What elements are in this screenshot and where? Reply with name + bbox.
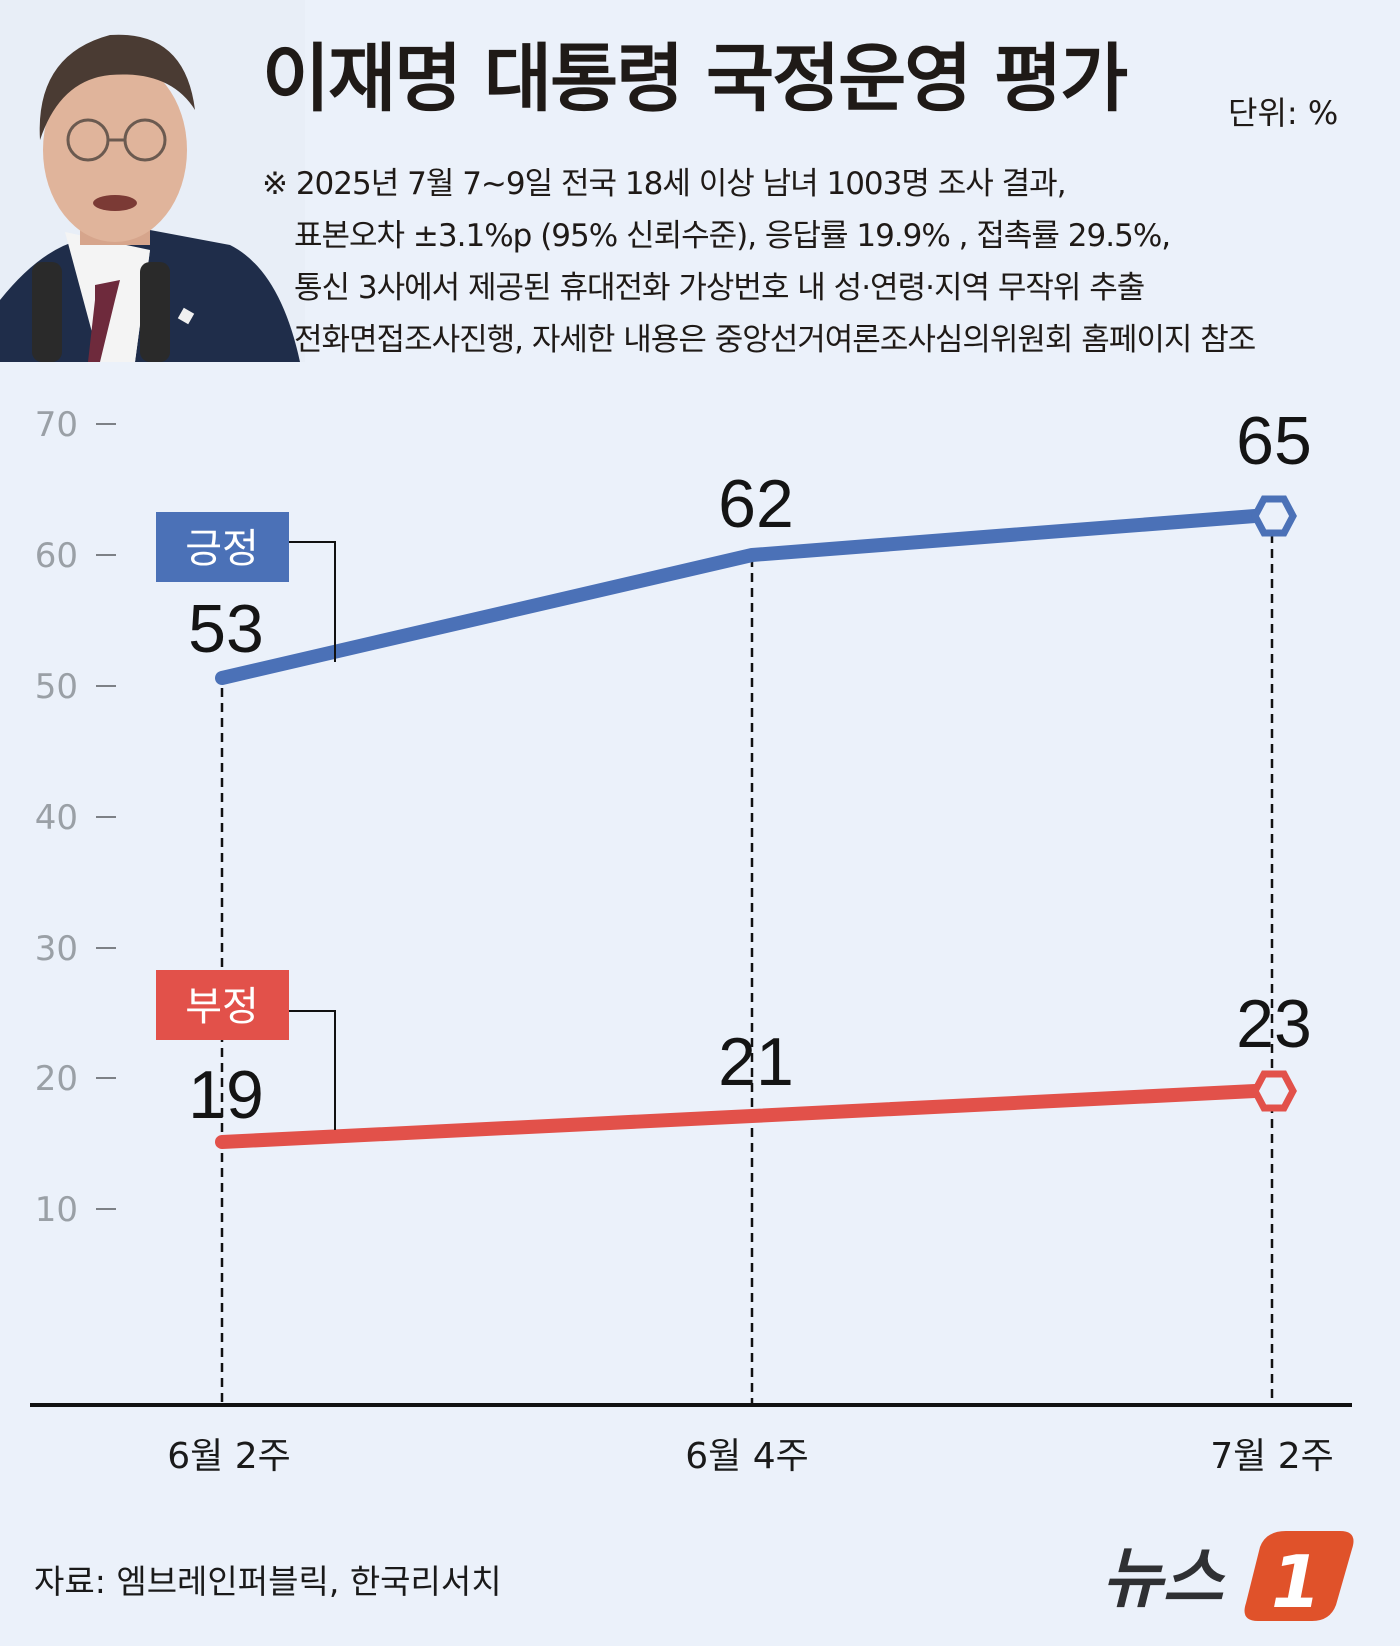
- positive-series-line: [215, 509, 1262, 685]
- x-tick-label: 6월 2주: [167, 1436, 291, 1477]
- logo-badge-icon: [1244, 1531, 1354, 1621]
- data-label-positive: 65: [1236, 403, 1312, 479]
- survey-note-line: 표본오차 ±3.1%p (95% 신뢰수준), 응답률 19.9% , 접촉률 …: [294, 218, 1171, 254]
- legend-negative-label: 부정: [185, 984, 259, 1030]
- survey-note-line: ※ 2025년 7월 7~9일 전국 18세 이상 남녀 1003명 조사 결과…: [262, 166, 1067, 202]
- data-label-negative: 23: [1236, 986, 1312, 1062]
- data-label-positive: 53: [188, 591, 264, 667]
- logo-mark: 1: [1271, 1540, 1321, 1624]
- data-label-positive: 62: [718, 466, 794, 542]
- data-label-negative: 21: [718, 1024, 794, 1100]
- unit-label: 단위: %: [1228, 94, 1339, 132]
- x-guides: [220, 534, 1274, 1405]
- survey-note-line: 전화면접조사진행, 자세한 내용은 중앙선거여론조사심의위원회 홈페이지 참조: [294, 322, 1256, 358]
- x-tick-label: 7월 2주: [1210, 1436, 1334, 1477]
- legend-positive: 긍정: [156, 512, 336, 662]
- president-photo: [0, 0, 305, 362]
- y-tick-label: 40: [35, 798, 78, 838]
- y-axis: 70 60 50 40 30 20 10: [35, 405, 116, 1230]
- survey-notes: ※ 2025년 7월 7~9일 전국 18세 이상 남녀 1003명 조사 결과…: [262, 158, 1382, 366]
- data-label-negative: 19: [188, 1057, 264, 1133]
- y-tick-label: 10: [35, 1190, 78, 1230]
- news1-logo: 뉴스 1: [1100, 1525, 1360, 1625]
- negative-endpoint-marker: [1251, 1070, 1297, 1112]
- y-tick-label: 20: [35, 1059, 78, 1099]
- y-tick-label: 70: [35, 405, 78, 445]
- chart-title: 이재명 대통령 국정운영 평가: [262, 36, 1128, 122]
- negative-series-line: [215, 1084, 1262, 1149]
- legend-negative: 부정: [156, 970, 336, 1130]
- survey-note-line: 통신 3사에서 제공된 휴대전화 가상번호 내 성·연령·지역 무작위 추출: [294, 270, 1145, 306]
- x-tick-label: 6월 4주: [685, 1436, 809, 1477]
- positive-endpoint-marker: [1251, 495, 1297, 537]
- logo-text: 뉴스: [1102, 1540, 1226, 1617]
- y-tick-label: 50: [35, 667, 78, 707]
- source-caption: 자료: 엠브레인퍼블릭, 한국리서치: [34, 1562, 502, 1601]
- y-tick-label: 60: [35, 536, 78, 576]
- legend-positive-label: 긍정: [185, 526, 259, 572]
- y-tick-label: 30: [35, 929, 78, 969]
